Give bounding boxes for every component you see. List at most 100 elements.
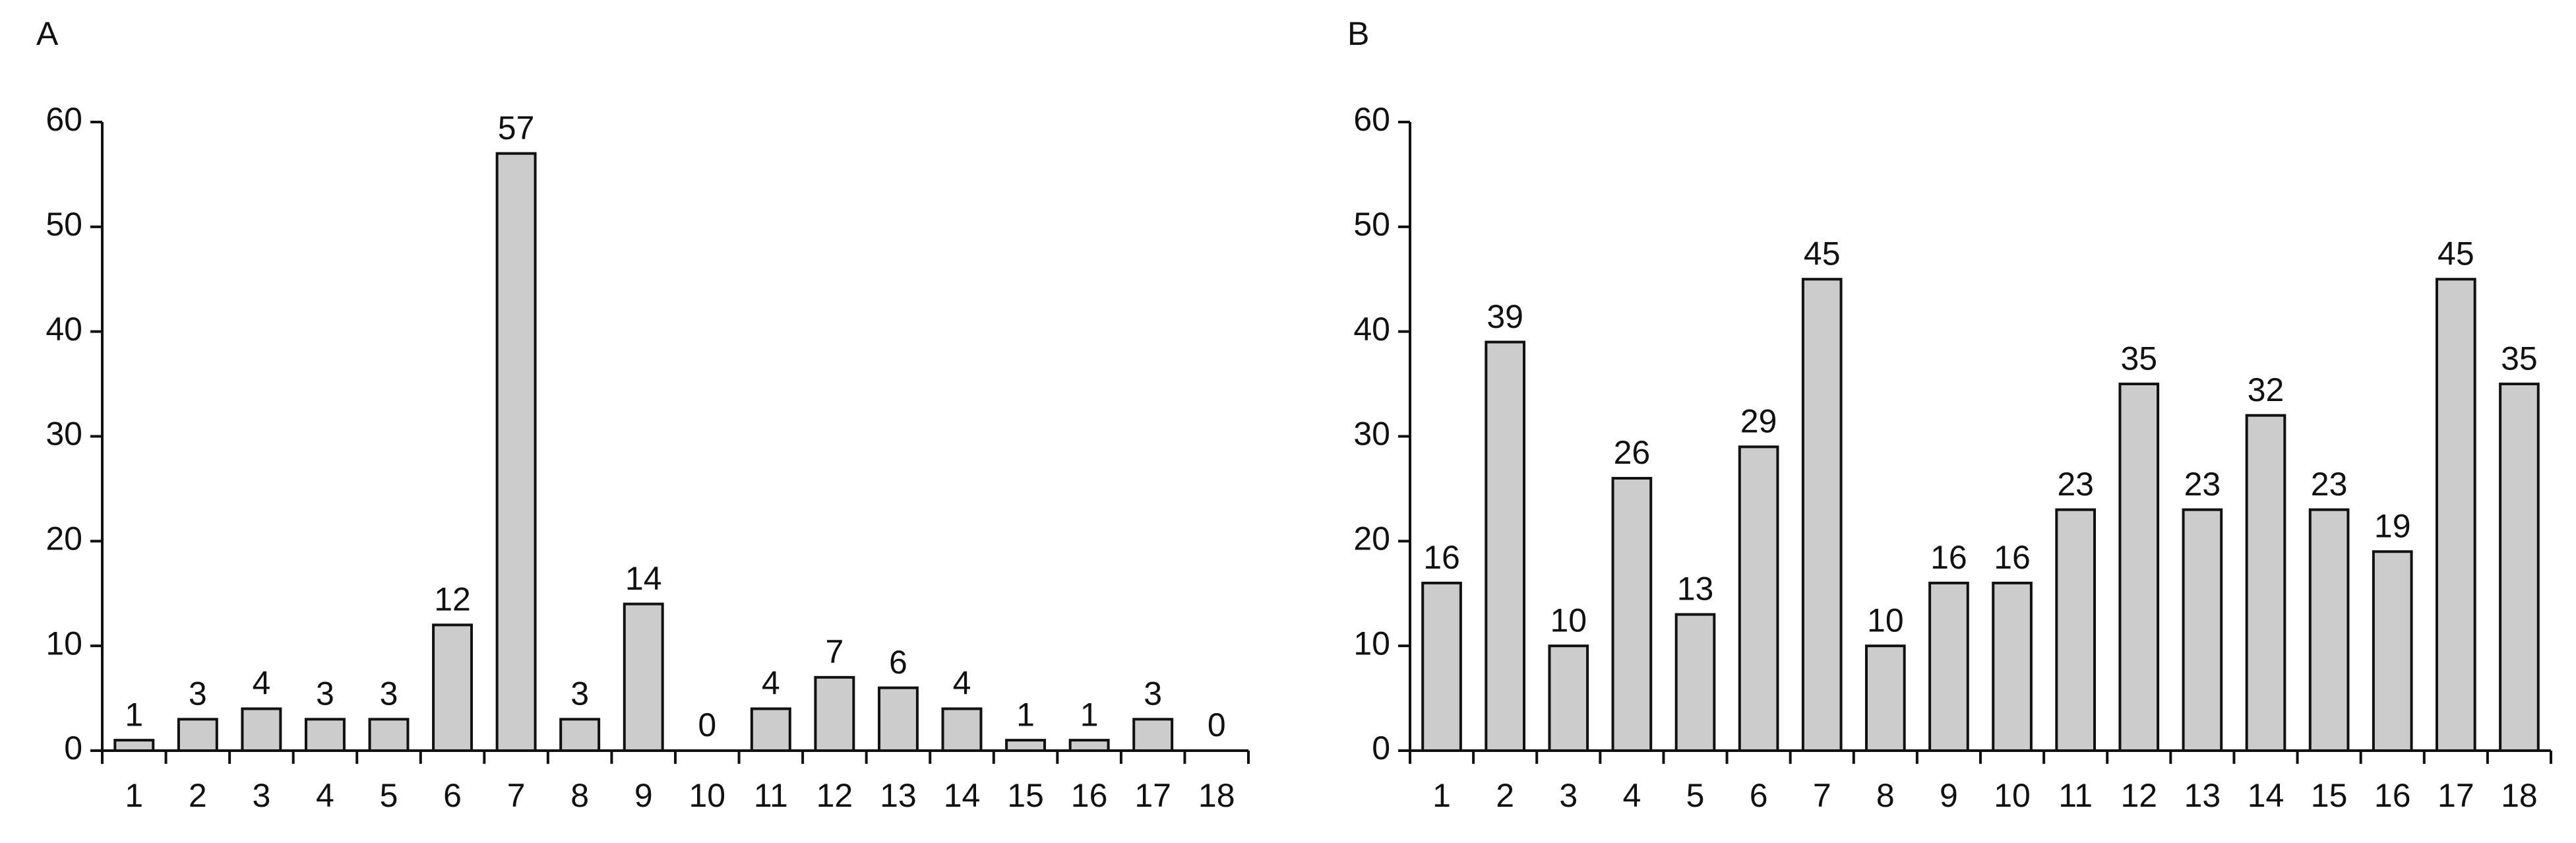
- value-label: 13: [1677, 571, 1714, 608]
- x-tick-label: 7: [507, 777, 526, 814]
- y-tick-label: 60: [1353, 101, 1390, 138]
- value-label: 35: [2120, 340, 2157, 377]
- x-tick-label: 14: [944, 777, 981, 814]
- y-tick-label: 10: [1353, 625, 1390, 662]
- x-tick-label: 12: [816, 777, 853, 814]
- bar: [2436, 278, 2476, 752]
- value-label: 23: [2184, 466, 2221, 503]
- bar: [1005, 739, 1047, 753]
- x-tick-label: 11: [2058, 777, 2093, 814]
- value-label: 32: [2248, 371, 2285, 408]
- bar: [368, 718, 410, 752]
- value-label: 45: [2438, 235, 2474, 272]
- y-tick-label: 50: [46, 206, 82, 243]
- x-tick-label: 10: [1994, 777, 2031, 814]
- x-tick-label: 18: [2501, 777, 2538, 814]
- y-tick-label: 10: [46, 625, 82, 662]
- bar: [241, 707, 282, 753]
- bar: [1132, 718, 1174, 752]
- value-label: 4: [953, 665, 971, 702]
- value-label: 14: [625, 560, 662, 597]
- bar: [2245, 414, 2286, 752]
- bar: [2055, 508, 2096, 753]
- x-tick-label: 9: [1940, 777, 1958, 814]
- bar: [877, 686, 919, 752]
- value-label: 7: [825, 633, 843, 670]
- x-tick-label: 6: [1750, 777, 1768, 814]
- x-tick-label: 13: [2184, 777, 2221, 814]
- panel-title: B: [1347, 15, 1369, 52]
- x-tick-label: 13: [880, 777, 917, 814]
- x-tick-label: 7: [1813, 777, 1831, 814]
- value-label: 57: [498, 109, 535, 146]
- value-label: 45: [1804, 235, 1841, 272]
- value-label: 26: [1614, 434, 1651, 471]
- x-tick-label: 15: [1007, 777, 1044, 814]
- x-tick-label: 12: [2120, 777, 2157, 814]
- value-label: 6: [889, 644, 907, 681]
- x-tick-label: 15: [2311, 777, 2348, 814]
- value-label: 4: [762, 665, 780, 702]
- bar: [1865, 644, 1906, 753]
- x-tick-label: 8: [1876, 777, 1895, 814]
- value-label: 3: [316, 675, 334, 712]
- x-tick-label: 10: [689, 777, 725, 814]
- y-tick-label: 30: [1353, 416, 1390, 453]
- x-tick-label: 16: [1071, 777, 1108, 814]
- value-label: 23: [2311, 466, 2348, 503]
- x-tick-label: 11: [754, 777, 788, 814]
- bar: [559, 718, 601, 752]
- value-label: 19: [2374, 507, 2411, 544]
- x-tick-label: 6: [443, 777, 462, 814]
- value-label: 0: [1208, 706, 1226, 743]
- x-tick-label: 3: [252, 777, 270, 814]
- y-tick-label: 0: [64, 730, 82, 766]
- y-tick-label: 40: [46, 311, 82, 348]
- x-tick-label: 18: [1198, 777, 1235, 814]
- x-tick-label: 5: [1686, 777, 1705, 814]
- value-label: 3: [189, 675, 207, 712]
- bar: [2308, 508, 2350, 753]
- bar: [623, 602, 664, 753]
- x-tick-label: 1: [125, 777, 143, 814]
- x-tick-label: 17: [1134, 777, 1171, 814]
- y-tick-label: 20: [1353, 520, 1390, 557]
- bar: [113, 739, 155, 753]
- y-tick-label: 40: [1353, 311, 1390, 348]
- value-label: 16: [1930, 539, 1967, 576]
- y-tick-label: 60: [46, 101, 82, 138]
- x-tick-label: 9: [634, 777, 653, 814]
- y-tick-label: 50: [1353, 206, 1390, 243]
- bar: [432, 623, 474, 753]
- bar: [1801, 278, 1843, 752]
- y-tick-label: 0: [1372, 730, 1390, 766]
- bar: [2118, 383, 2160, 752]
- value-label: 12: [434, 581, 471, 618]
- y-tick-label: 20: [46, 520, 82, 557]
- value-label: 0: [698, 706, 716, 743]
- bar: [1738, 445, 1779, 753]
- bar: [1992, 581, 2033, 752]
- x-tick-label: 2: [1496, 777, 1514, 814]
- bar: [1068, 739, 1110, 753]
- value-label: 1: [1080, 696, 1099, 733]
- value-label: 1: [1016, 696, 1035, 733]
- value-label: 3: [1144, 675, 1162, 712]
- value-label: 1: [125, 696, 143, 733]
- value-label: 16: [1423, 539, 1460, 576]
- value-label: 35: [2501, 340, 2538, 377]
- x-tick-label: 1: [1432, 777, 1451, 814]
- bar: [1548, 644, 1589, 753]
- y-tick-label: 30: [46, 416, 82, 453]
- bar: [1611, 477, 1653, 752]
- panel-title: A: [36, 15, 59, 52]
- x-tick-label: 8: [570, 777, 589, 814]
- bar: [2182, 508, 2223, 753]
- x-tick-label: 3: [1559, 777, 1578, 814]
- bar: [1674, 613, 1716, 752]
- x-tick-label: 4: [1622, 777, 1641, 814]
- x-tick-label: 16: [2374, 777, 2411, 814]
- value-label: 23: [2057, 466, 2094, 503]
- bar: [750, 707, 791, 753]
